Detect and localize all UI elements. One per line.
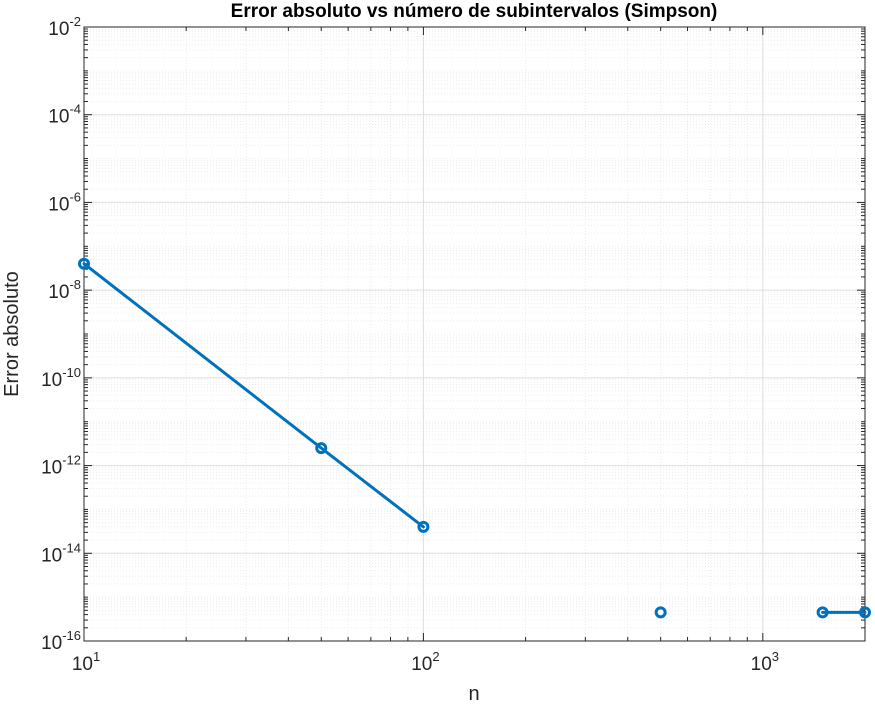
minor-grid xyxy=(84,27,866,641)
axis-ticks xyxy=(83,26,866,642)
series-line xyxy=(82,262,425,529)
y-tick-label: 10-12 xyxy=(41,453,81,479)
y-axis-label: Error absoluto xyxy=(1,271,23,397)
x-tick-labels: 101 102 103 xyxy=(72,649,779,675)
y-tick-label: 10-10 xyxy=(41,365,81,391)
x-tick-label: 102 xyxy=(411,649,439,675)
y-tick-label: 10-8 xyxy=(48,277,81,303)
data-point xyxy=(417,520,430,533)
y-tick-label: 10-14 xyxy=(41,540,81,566)
data-point xyxy=(654,606,667,619)
y-tick-label: 10-4 xyxy=(48,102,81,128)
y-tick-label: 10-2 xyxy=(48,14,81,40)
data-point xyxy=(315,442,328,455)
x-tick-label: 101 xyxy=(72,649,100,675)
x-tick-label: 103 xyxy=(751,649,779,675)
data-point xyxy=(816,606,829,619)
y-tick-label: 10-6 xyxy=(48,189,81,215)
data-point xyxy=(859,606,871,619)
data-point xyxy=(78,257,90,270)
x-axis-label: n xyxy=(468,683,479,704)
y-tick-labels: 10-16 10-14 10-12 10-10 10-8 10-6 10-4 10-2 xyxy=(41,14,81,654)
series-layer xyxy=(78,257,871,619)
y-tick-label: 10-16 xyxy=(41,628,81,654)
chart-title: Error absoluto vs número de subintervalo… xyxy=(231,1,718,22)
